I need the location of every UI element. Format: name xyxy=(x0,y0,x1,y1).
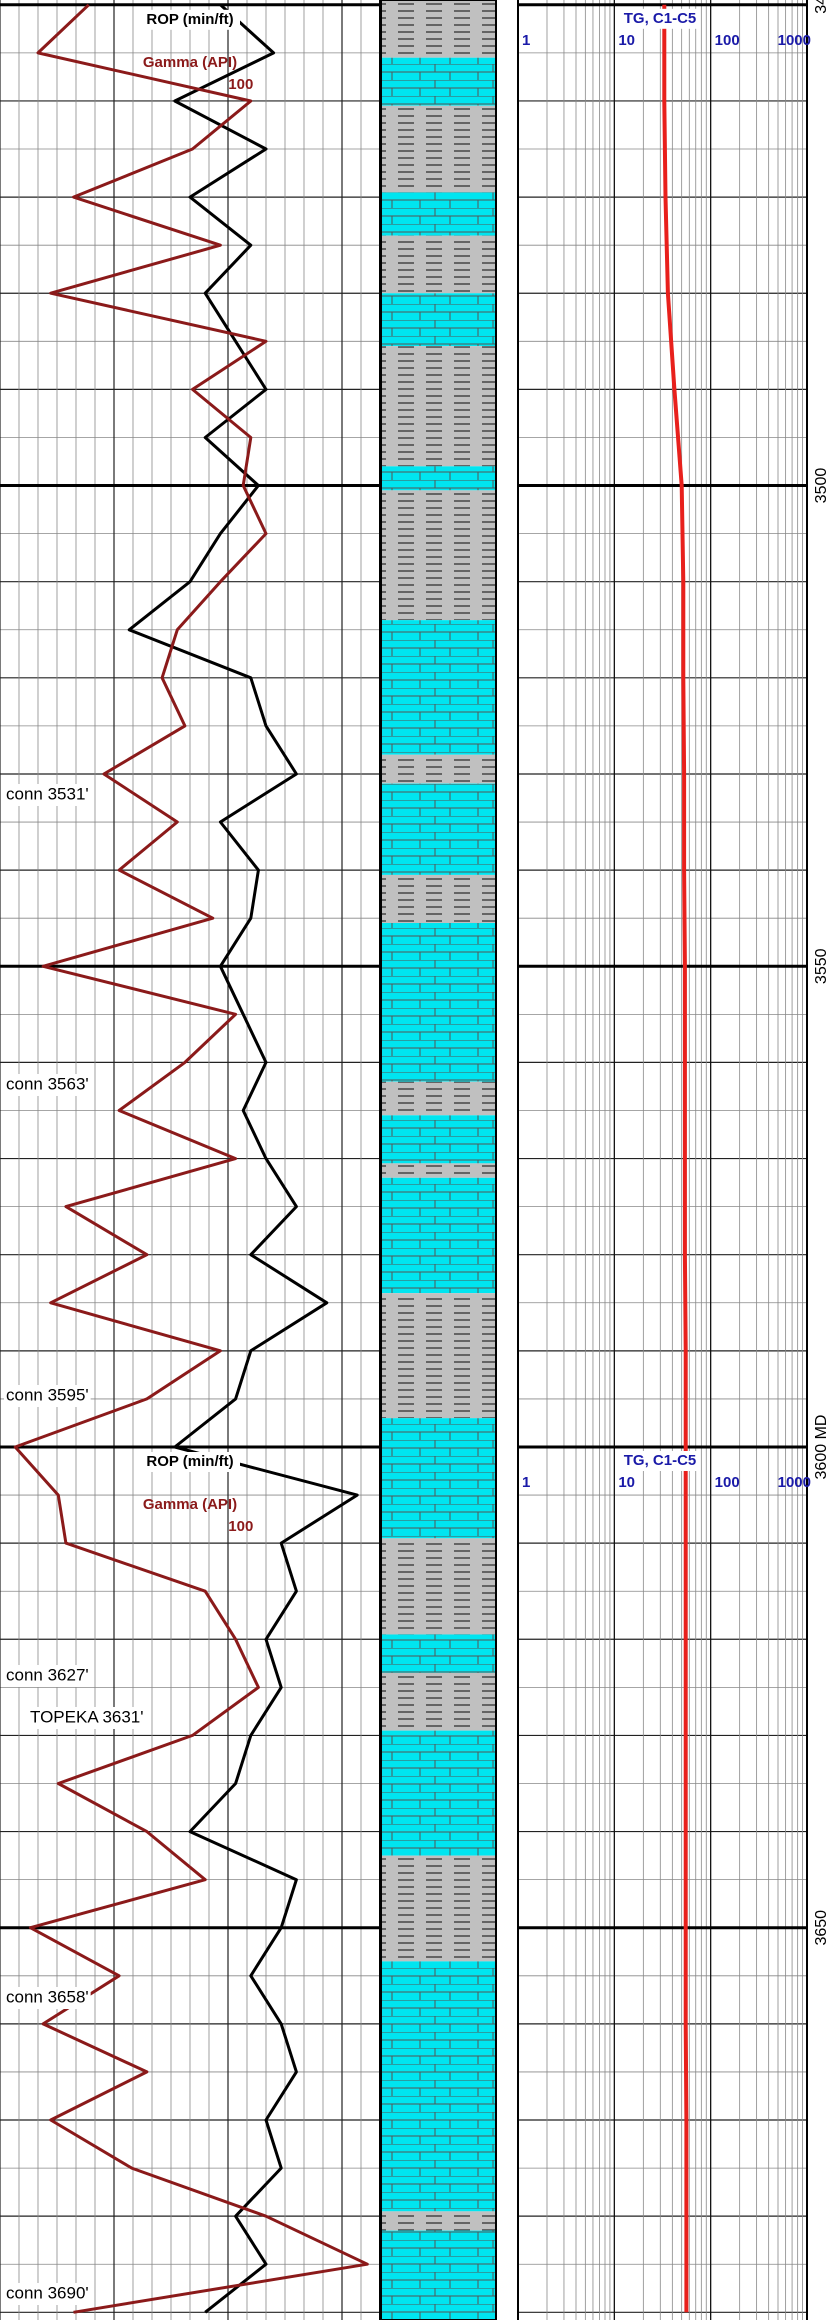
curve xyxy=(13,3,369,2314)
lithology-interval xyxy=(381,490,496,621)
lithology-interval xyxy=(381,1177,496,1294)
lithology-interval xyxy=(381,293,496,347)
annotation: conn 3563' xyxy=(6,1074,89,1093)
header-bg xyxy=(620,1450,700,1471)
lithology-interval xyxy=(381,0,496,58)
lithology-interval xyxy=(381,923,496,1082)
lithology-interval xyxy=(381,1961,496,2212)
lithology-interval xyxy=(381,874,496,924)
lithology-interval xyxy=(381,1081,496,1116)
lithology-interval xyxy=(381,235,496,294)
gamma-tick-label: 100 xyxy=(228,76,253,93)
gamma-tick-label: 100 xyxy=(228,1518,253,1535)
annotation: conn 3658' xyxy=(6,1987,89,2006)
lithology-interval xyxy=(381,192,496,236)
gas-tick-label: 100 xyxy=(715,1474,740,1491)
gas-title: TG, C1-C5 xyxy=(624,10,697,27)
rop-title: ROP (min/ft) xyxy=(146,11,233,28)
lithology-interval xyxy=(381,466,496,491)
lithology-interval xyxy=(381,1115,496,1164)
depth-label: 3600 MD xyxy=(813,1415,830,1480)
lithology-interval xyxy=(381,57,496,106)
annotation: conn 3627' xyxy=(6,1665,89,1684)
gas-tick-label: 1 xyxy=(522,32,530,49)
curve xyxy=(662,4,689,2313)
lithology-interval xyxy=(381,346,496,467)
lithology-interval xyxy=(381,1418,496,1539)
header-bg xyxy=(140,9,240,30)
annotation-bg xyxy=(28,1707,146,1729)
header-bg xyxy=(620,8,700,29)
annotation-bg xyxy=(4,1665,91,1687)
lithology-interval xyxy=(381,1730,496,1856)
lithology-interval xyxy=(381,783,496,875)
gas-tick-label: 1 xyxy=(522,1474,530,1491)
annotation: conn 3690' xyxy=(6,2283,89,2302)
annotation: conn 3595' xyxy=(6,1385,89,1404)
lithology-interval xyxy=(381,1634,496,1673)
lithology-interval xyxy=(381,620,496,755)
depth-label: 3550 xyxy=(813,948,830,984)
gas-tick-label: 10 xyxy=(618,32,635,49)
lithology-interval xyxy=(381,105,496,193)
annotation: TOPEKA 3631' xyxy=(30,1707,144,1726)
annotation-bg xyxy=(4,1074,91,1096)
lithology-interval xyxy=(381,1855,496,1962)
gas-tick-label: 100 xyxy=(715,32,740,49)
depth-label: 3500 xyxy=(813,468,830,504)
depth-label: 3650 xyxy=(813,1910,830,1946)
lithology-interval xyxy=(381,754,496,784)
header-bg xyxy=(140,1451,240,1472)
lithology-interval xyxy=(381,2211,496,2231)
rop-title: ROP (min/ft) xyxy=(146,1453,233,1470)
annotation-bg xyxy=(4,784,91,806)
gas-tick-label: 1000 xyxy=(778,32,811,49)
gas-tick-label: 10 xyxy=(618,1474,635,1491)
annotation-bg xyxy=(4,1385,91,1407)
lithology-interval xyxy=(381,2230,496,2320)
annotation-bg xyxy=(4,1987,91,2009)
annotation-bg xyxy=(4,2283,91,2305)
lithology-interval xyxy=(381,1672,496,1731)
annotation: conn 3531' xyxy=(6,784,89,803)
gas-title: TG, C1-C5 xyxy=(624,1452,697,1469)
gas-tick-label: 1000 xyxy=(778,1474,811,1491)
curve xyxy=(127,3,359,2314)
lithology-interval xyxy=(381,1538,496,1635)
lithology-interval xyxy=(381,1163,496,1178)
gamma-title: Gamma (API) xyxy=(143,1496,237,1513)
gamma-title: Gamma (API) xyxy=(143,54,237,71)
depth-label: 34 xyxy=(813,0,830,14)
lithology-interval xyxy=(381,1293,496,1419)
